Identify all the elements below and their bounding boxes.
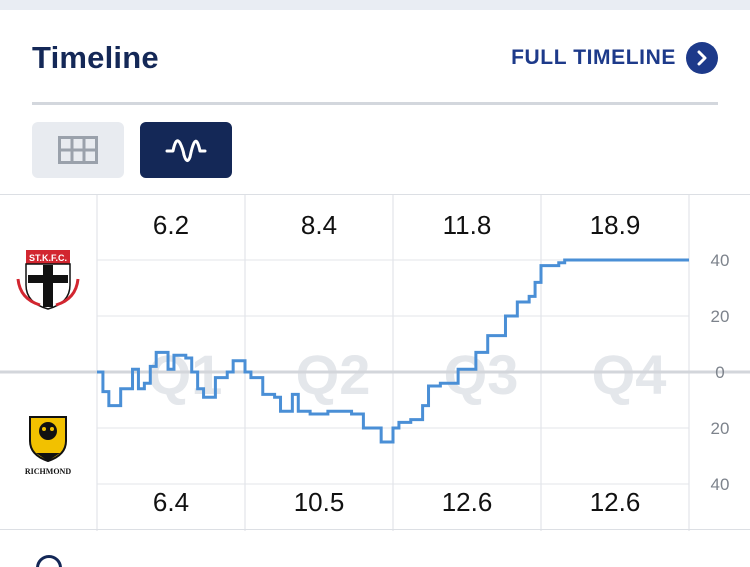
header-divider [32,102,718,105]
quarter-watermark: Q2 [296,343,371,406]
timeline-card: Timeline FULL TIMELINE ST.K.F.C. [0,10,750,567]
bottom-scores: 6.4 10.5 12.6 12.6 [153,487,640,517]
quarter-watermarks: Q1 Q2 Q3 Q4 [148,343,667,406]
st-kilda-logo-text: ST.K.F.C. [29,253,67,263]
richmond-logo-text: RICHMOND [25,467,71,476]
top-quarter-score: 6.2 [153,210,189,240]
highlights-icon [36,555,62,567]
top-quarter-score: 8.4 [301,210,337,240]
bottom-quarter-score: 10.5 [294,487,345,517]
y-axis-ticks: 40 20 0 20 40 [711,251,730,494]
worm-icon [165,139,207,162]
worm-chart: ST.K.F.C. RICHMOND Q1 Q2 Q3 Q4 [0,194,750,531]
richmond-logo: RICHMOND [25,416,71,476]
bottom-quarter-score: 12.6 [590,487,641,517]
bottom-quarter-score: 12.6 [442,487,493,517]
margin-worm-line [97,258,689,444]
quarter-watermark: Q4 [592,343,667,406]
top-quarter-score: 18.9 [590,210,641,240]
top-scores: 6.2 8.4 11.8 18.9 [153,210,640,240]
y-tick-label: 40 [711,251,730,270]
timeline-title: Timeline [32,40,159,75]
y-tick-label: 20 [711,419,730,438]
full-timeline-link[interactable]: FULL TIMELINE [511,42,718,74]
chevron-right-icon [686,42,718,74]
full-timeline-label: FULL TIMELINE [511,46,676,69]
worm-view-toggle[interactable] [140,122,232,178]
y-tick-label: 40 [711,475,730,494]
top-quarter-score: 11.8 [443,210,492,240]
bottom-quarter-score: 6.4 [153,487,189,517]
grid-icon [58,136,98,164]
y-tick-label: 20 [711,307,730,326]
grid-view-toggle[interactable] [32,122,124,178]
y-tick-label: 0 [715,363,724,382]
st-kilda-logo: ST.K.F.C. [16,250,80,310]
